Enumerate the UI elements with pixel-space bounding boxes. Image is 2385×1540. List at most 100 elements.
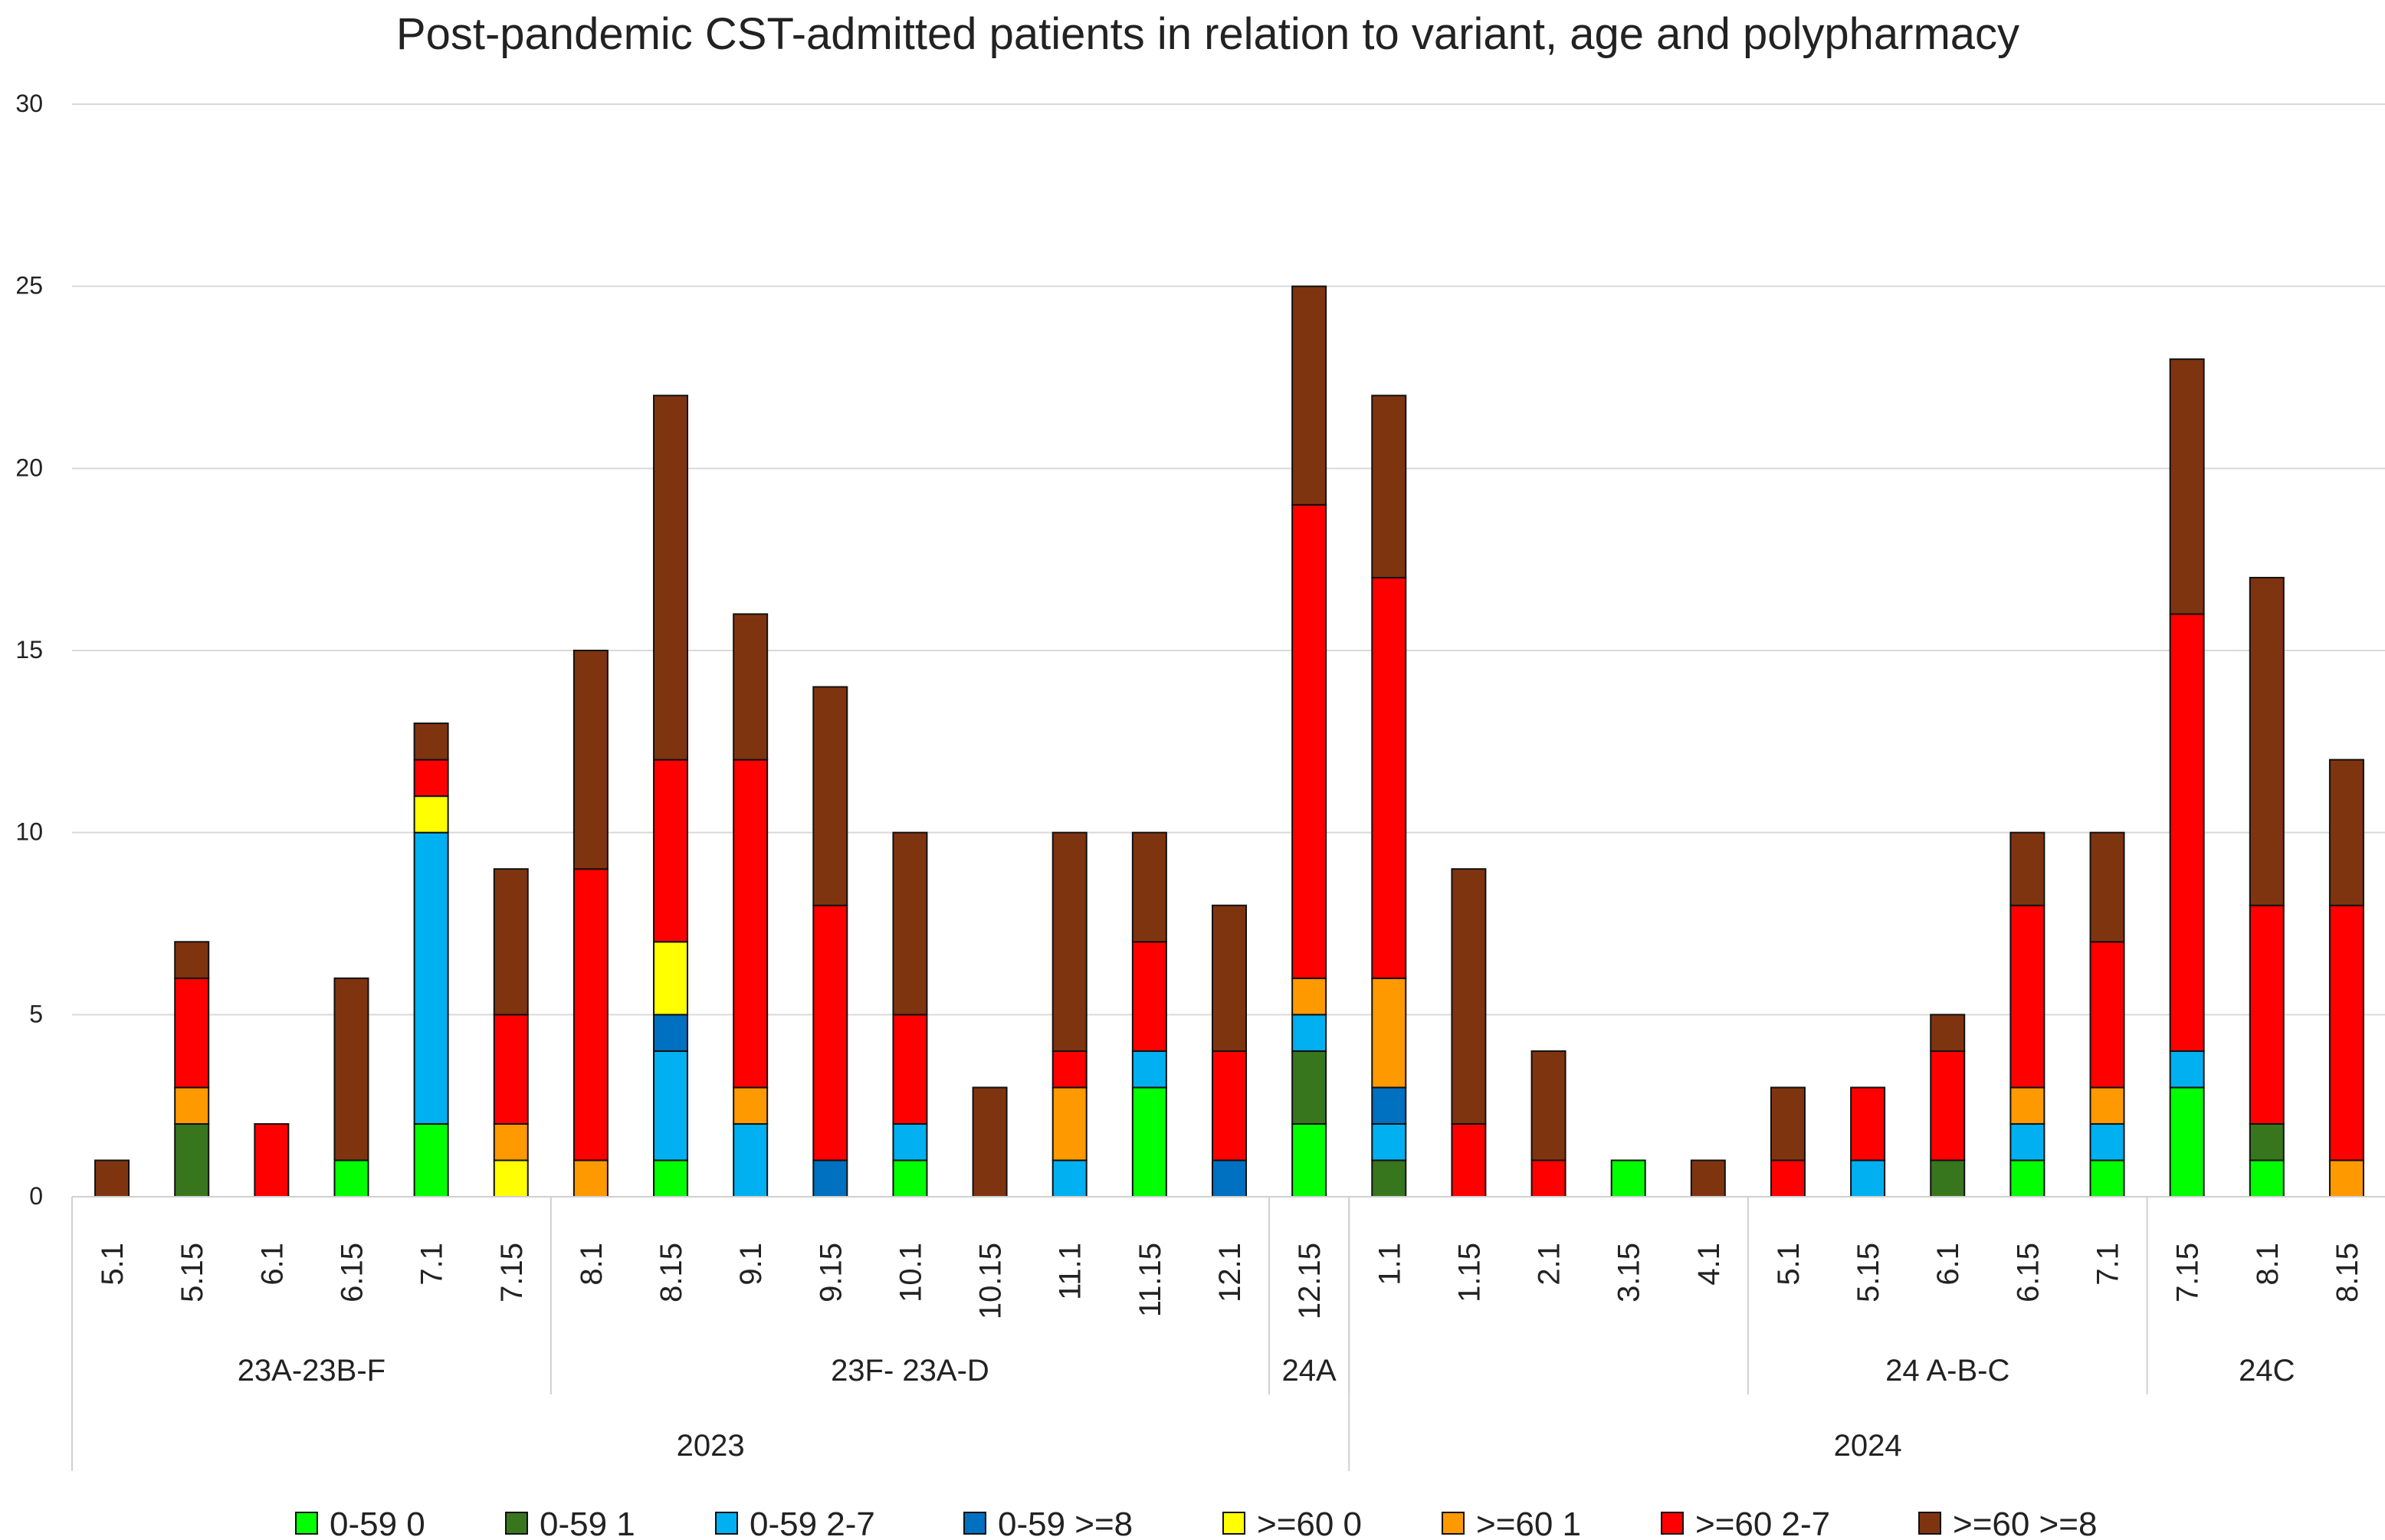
bar-segment — [2009, 1159, 2045, 1198]
bar-segment — [1610, 1159, 1646, 1198]
x-tick-label: 5.15 — [176, 1243, 209, 1302]
x-tick-label: 5.1 — [96, 1243, 130, 1286]
bar-segment — [2249, 904, 2285, 1125]
bar-segment — [1850, 1159, 1886, 1198]
bar-segment — [2328, 759, 2364, 906]
x-tick-label: 7.15 — [2171, 1243, 2205, 1302]
bar-segment — [653, 1159, 689, 1198]
bar-segment — [2009, 904, 2045, 1089]
bar-segment — [2089, 831, 2125, 943]
legend-item: >=60 1 — [1442, 1506, 1581, 1540]
y-tick-label: 10 — [15, 818, 43, 846]
bar-segment — [2169, 613, 2205, 1052]
bar-segment — [1051, 1159, 1088, 1198]
legend-item: >=60 2-7 — [1661, 1506, 1830, 1540]
bar-segment — [1451, 868, 1487, 1125]
year-group-label: 2024 — [1834, 1429, 1902, 1463]
x-tick-label: 7.15 — [495, 1243, 529, 1302]
bar-segment — [1212, 904, 1247, 1052]
bar-segment — [413, 1122, 449, 1198]
bar-segment — [1051, 1086, 1088, 1162]
bar-segment — [733, 1122, 769, 1198]
bar-segment — [1371, 977, 1407, 1089]
bar-segment — [2249, 1159, 2285, 1198]
bar-segment — [493, 868, 529, 1016]
legend-swatch — [295, 1512, 318, 1535]
bar-segment — [413, 831, 449, 1125]
x-tick-label: 8.1 — [575, 1243, 609, 1286]
x-tick-label: 10.1 — [894, 1243, 927, 1302]
variant-group-label: 23F- 23A-D — [831, 1354, 989, 1388]
bar-segment — [1291, 1122, 1327, 1198]
bar-segment — [1051, 1050, 1088, 1089]
x-tick-label: 12.1 — [1213, 1243, 1247, 1302]
x-tick-label: 9.1 — [734, 1243, 768, 1286]
legend-label: 0-59 >=8 — [998, 1506, 1133, 1540]
variant-group-label: 24A — [1282, 1354, 1337, 1388]
bar-segment — [2089, 1159, 2125, 1198]
legend-label: >=60 2-7 — [1695, 1506, 1830, 1540]
x-tick-label: 11.1 — [1054, 1243, 1088, 1300]
legend-label: >=60 0 — [1257, 1506, 1362, 1540]
bar-segment — [254, 1122, 290, 1198]
gridlines — [72, 103, 2385, 1016]
bar-segment — [892, 1014, 928, 1125]
bar-segment — [1850, 1086, 1886, 1162]
legend: 0-59 0 0-59 1 0-59 2-7 0-59 >=8 >=60 0 >=60 1… — [295, 1506, 2097, 1540]
x-tick-label: 6.15 — [2011, 1243, 2045, 1302]
bar-segment — [892, 1159, 928, 1198]
bar-segment — [2249, 576, 2285, 906]
bar-segment — [1291, 1050, 1327, 1125]
bar-segment — [2009, 831, 2045, 906]
bar-segment — [653, 395, 689, 761]
x-tick-label: 5.15 — [1852, 1243, 1885, 1302]
y-tick-label: 20 — [15, 454, 43, 481]
x-tick-label: 4.1 — [1692, 1243, 1726, 1286]
bar-segment — [733, 613, 769, 761]
legend-label: >=60 1 — [1476, 1506, 1581, 1540]
x-tick-label: 3.15 — [1612, 1243, 1646, 1302]
legend-swatch — [1661, 1512, 1684, 1535]
bar-segment — [2089, 1086, 2125, 1125]
bar-segment — [892, 1122, 928, 1162]
bar-segment — [892, 831, 928, 1016]
bar-segment — [493, 1159, 529, 1198]
year-group-label: 2023 — [677, 1429, 745, 1463]
legend-item: 0-59 >=8 — [963, 1506, 1133, 1540]
bar-segment — [1690, 1159, 1726, 1198]
bar-segment — [1930, 1014, 1966, 1052]
x-tick-label: 8.15 — [2331, 1243, 2364, 1302]
x-tick-label: 6.1 — [1931, 1243, 1965, 1286]
x-tick-label: 5.1 — [1772, 1243, 1806, 1286]
bar-segment — [2089, 1122, 2125, 1162]
bar-segment — [1131, 1050, 1167, 1089]
bar-segment — [812, 904, 848, 1162]
x-tick-label: 9.15 — [814, 1243, 848, 1302]
bar-segment — [1371, 576, 1407, 979]
bar-segment — [2089, 941, 2125, 1089]
bar-segment — [1051, 831, 1088, 1052]
bar-segment — [493, 1014, 529, 1125]
variant-group-label: 24 A-B-C — [1885, 1354, 2009, 1388]
bar-segment — [1530, 1159, 1566, 1198]
x-tick-label: 1.1 — [1373, 1243, 1406, 1286]
bar-segment — [653, 1050, 689, 1162]
bar-segment — [812, 1159, 848, 1198]
x-tick-label: 2.1 — [1533, 1243, 1566, 1286]
legend-swatch — [1442, 1512, 1465, 1535]
bar-segment — [1371, 395, 1407, 578]
bar-segment — [174, 1122, 210, 1198]
bar-segment — [1451, 1122, 1487, 1198]
x-tick-label: 11.15 — [1133, 1243, 1167, 1317]
bar-segment — [493, 1122, 529, 1162]
bar-segment — [413, 795, 449, 834]
bar-segment — [1930, 1050, 1966, 1162]
chart-title: Post-pandemic CST-admitted patients in r… — [396, 9, 2019, 59]
bar-segment — [572, 650, 609, 870]
bar-segment — [2169, 358, 2205, 615]
legend-label: >=60 >=8 — [1953, 1506, 2097, 1540]
x-tick-label: 8.1 — [2251, 1243, 2285, 1286]
bar-segment — [333, 977, 369, 1162]
bar-segment — [174, 941, 210, 979]
